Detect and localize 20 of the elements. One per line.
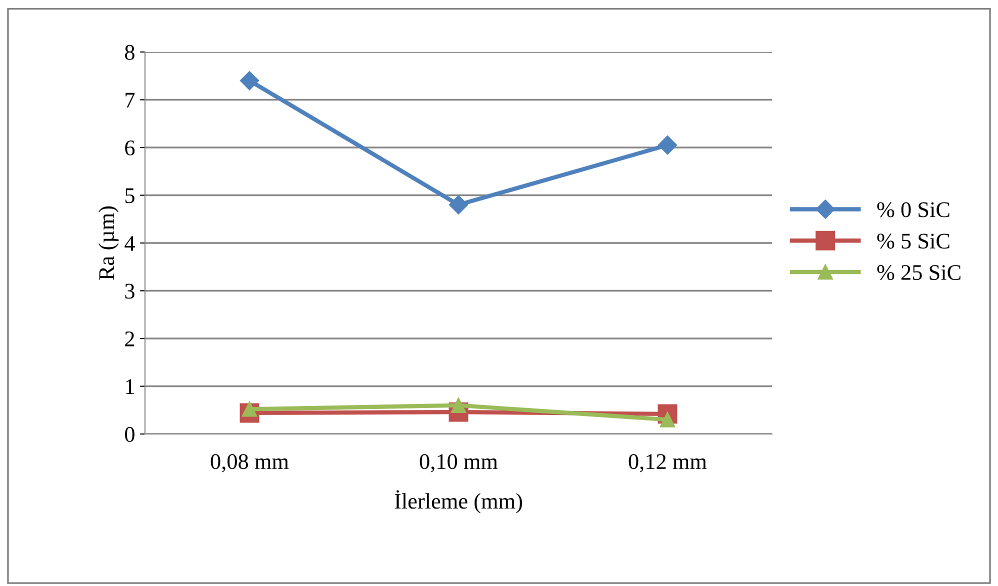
y-tick-label: 7	[126, 92, 135, 108]
y-tick-label: 8	[125, 44, 134, 60]
y-tick-label: 1	[126, 379, 134, 394]
x-axis-title: İlerleme (mm)	[394, 490, 522, 514]
y-tick-label: 3	[125, 284, 134, 299]
point	[448, 195, 468, 214]
x-tick-label: 0,12 mm	[628, 454, 707, 472]
x-tick-label: 0,10 mm	[420, 454, 498, 472]
y-tick-label: 4	[124, 236, 135, 251]
point	[240, 71, 260, 90]
x-tick-label: 0,08 mm	[210, 454, 289, 472]
legend-label: % 5 SiC	[877, 234, 950, 249]
y-axis-title: Ra (µm)	[98, 206, 119, 280]
point	[658, 136, 678, 155]
y-tick-label: 6	[125, 140, 135, 156]
legend-label: % 0 SiC	[877, 202, 950, 218]
y-tick-label: 2	[125, 331, 134, 346]
y-tick-label: 0	[125, 426, 134, 442]
legend-label: % 25 SiC	[877, 265, 960, 280]
y-tick-label: 5	[125, 188, 134, 204]
